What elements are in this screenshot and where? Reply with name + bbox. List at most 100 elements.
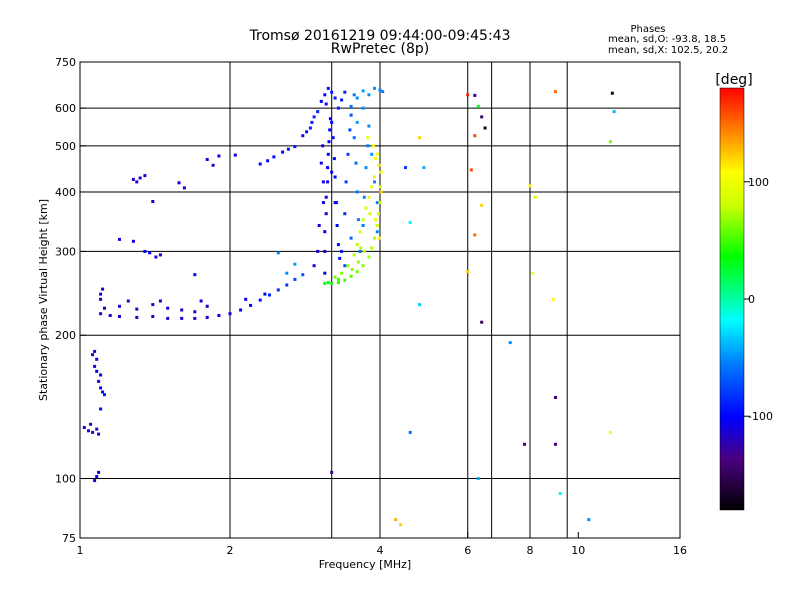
- echo-point: [244, 297, 248, 301]
- echo-point: [276, 288, 280, 292]
- echo-point: [533, 195, 537, 199]
- echo-point: [608, 140, 612, 144]
- echo-point: [374, 218, 378, 222]
- echo-point: [97, 470, 101, 474]
- echo-point: [158, 253, 162, 257]
- echo-point: [473, 233, 477, 237]
- x-tick-label: 16: [673, 544, 687, 557]
- echo-point: [373, 86, 376, 90]
- echo-point: [610, 91, 614, 95]
- echo-point: [91, 430, 95, 434]
- echo-point: [375, 152, 379, 156]
- echo-point: [228, 312, 232, 316]
- echo-point: [348, 128, 352, 132]
- echo-point: [281, 150, 285, 154]
- echo-point: [587, 518, 591, 522]
- x-axis-label: Frequency [MHz]: [319, 558, 411, 571]
- phase-info-x-mode: mean, sd,X: 102.5, 20.2: [608, 45, 728, 56]
- echo-point: [258, 162, 262, 166]
- echo-point: [118, 237, 121, 241]
- echo-point: [418, 303, 421, 307]
- echo-point: [286, 147, 290, 151]
- echo-point: [148, 251, 152, 255]
- phase-info-heading: Phases: [630, 24, 665, 35]
- echo-point: [91, 353, 95, 357]
- echo-point: [330, 470, 334, 474]
- echo-point: [327, 140, 331, 144]
- echo-point: [99, 373, 103, 377]
- echo-point: [523, 442, 526, 446]
- echo-point: [285, 283, 289, 287]
- echo-point: [379, 190, 383, 194]
- y-tick-label: 100: [55, 473, 76, 486]
- echo-point: [323, 281, 327, 285]
- echo-point: [377, 236, 381, 240]
- echo-point: [473, 93, 477, 97]
- echo-point: [293, 145, 297, 149]
- echo-point: [349, 113, 353, 117]
- echo-point: [321, 144, 325, 148]
- colorbar-tick-label: 100: [748, 176, 769, 189]
- echo-point: [362, 195, 366, 199]
- echo-point: [554, 396, 557, 399]
- echo-point: [379, 170, 383, 174]
- echo-point: [343, 264, 347, 268]
- echo-point: [336, 106, 340, 110]
- echo-point: [366, 136, 370, 140]
- echo-point: [370, 185, 374, 189]
- echo-point: [531, 271, 535, 275]
- echo-point: [354, 161, 358, 165]
- echo-point: [408, 430, 412, 434]
- echo-point: [319, 161, 323, 165]
- echo-point: [323, 249, 327, 253]
- echo-point: [368, 212, 372, 216]
- x-tick-label: 4: [377, 544, 384, 557]
- echo-point: [301, 134, 305, 138]
- echo-point: [355, 120, 359, 124]
- echo-point: [276, 251, 280, 255]
- echo-point: [285, 271, 289, 275]
- echo-point: [180, 316, 184, 320]
- y-tick-label: 750: [55, 56, 76, 69]
- echo-point: [326, 166, 330, 170]
- echo-point: [346, 152, 350, 156]
- echo-point: [118, 315, 121, 318]
- echo-point: [108, 314, 112, 317]
- echo-point: [258, 298, 262, 302]
- echo-point: [558, 492, 562, 495]
- echo-point: [355, 96, 359, 100]
- x-tick-label: 8: [527, 544, 534, 557]
- colorbar-label: [deg]: [715, 72, 752, 88]
- echo-point: [263, 292, 267, 296]
- echo-point: [335, 224, 339, 227]
- echo-point: [476, 477, 480, 480]
- echo-point: [143, 174, 147, 178]
- echo-point: [95, 357, 99, 361]
- y-tick-label: 75: [62, 532, 76, 545]
- echo-point: [330, 281, 334, 285]
- echo-point: [101, 390, 105, 394]
- y-tick-label: 600: [55, 102, 76, 115]
- echo-point: [312, 115, 316, 119]
- echo-point: [99, 297, 103, 301]
- echo-point: [154, 255, 158, 259]
- echo-point: [473, 134, 477, 138]
- echo-point: [180, 308, 184, 312]
- echo-point: [87, 429, 90, 433]
- echo-point: [323, 271, 327, 275]
- echo-point: [528, 184, 532, 188]
- echo-point: [166, 306, 170, 310]
- echo-point: [378, 88, 382, 92]
- colorbar-tick-label: -100: [748, 410, 773, 423]
- echo-point: [326, 281, 330, 285]
- echo-point: [199, 299, 203, 303]
- echo-point: [480, 115, 484, 119]
- echo-point: [324, 212, 328, 216]
- y-tick-label: 300: [55, 245, 76, 258]
- phase-info-o-mode: mean, sd,O: -93.8, 18.5: [608, 34, 726, 45]
- echo-point: [358, 249, 362, 253]
- echo-point: [554, 442, 557, 446]
- echo-point: [333, 175, 337, 179]
- echo-point: [205, 315, 209, 319]
- echo-point: [193, 273, 197, 277]
